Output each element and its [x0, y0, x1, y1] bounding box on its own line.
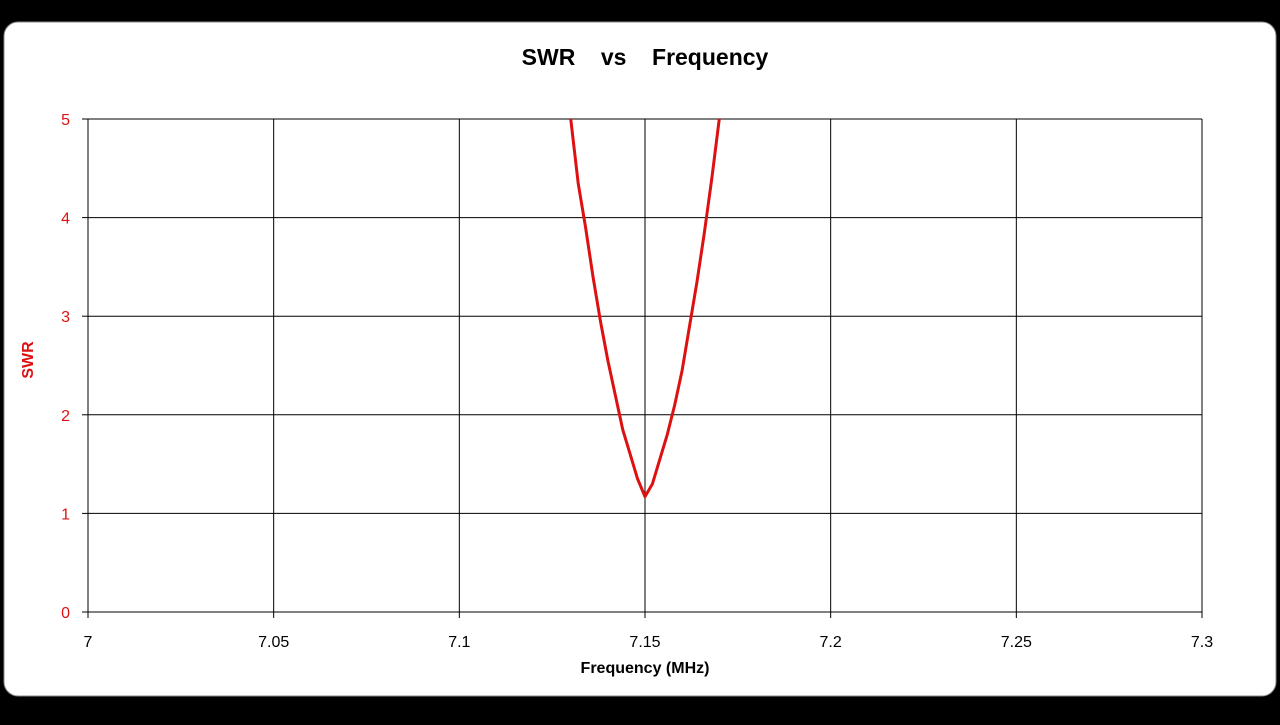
chart-title: SWR vs Frequency [522, 44, 769, 70]
x-axis-label: Frequency (MHz) [581, 660, 710, 677]
x-tick-label: 7.05 [258, 634, 289, 651]
y-tick-label: 3 [61, 309, 70, 326]
x-tick-label: 7.25 [1001, 634, 1032, 651]
y-tick-label: 4 [61, 211, 70, 228]
x-tick-label: 7.1 [448, 634, 470, 651]
swr-series-line [569, 118, 721, 499]
grid [82, 118, 1203, 618]
y-axis-label: SWR [20, 341, 37, 379]
y-tick-label: 5 [61, 112, 70, 129]
y-axis-ticks: 0 1 2 3 4 5 [61, 112, 70, 622]
chart-panel [3, 21, 1277, 697]
x-tick-label: 7.3 [1191, 634, 1213, 651]
x-tick-label: 7.15 [629, 634, 660, 651]
x-axis-ticks: 7 7.05 7.1 7.15 7.2 7.25 7.3 [84, 634, 1214, 651]
x-tick-label: 7.2 [820, 634, 842, 651]
y-tick-label: 0 [61, 605, 70, 622]
x-tick-label: 7 [84, 634, 93, 651]
y-tick-label: 2 [61, 408, 70, 425]
y-tick-label: 1 [61, 506, 70, 523]
